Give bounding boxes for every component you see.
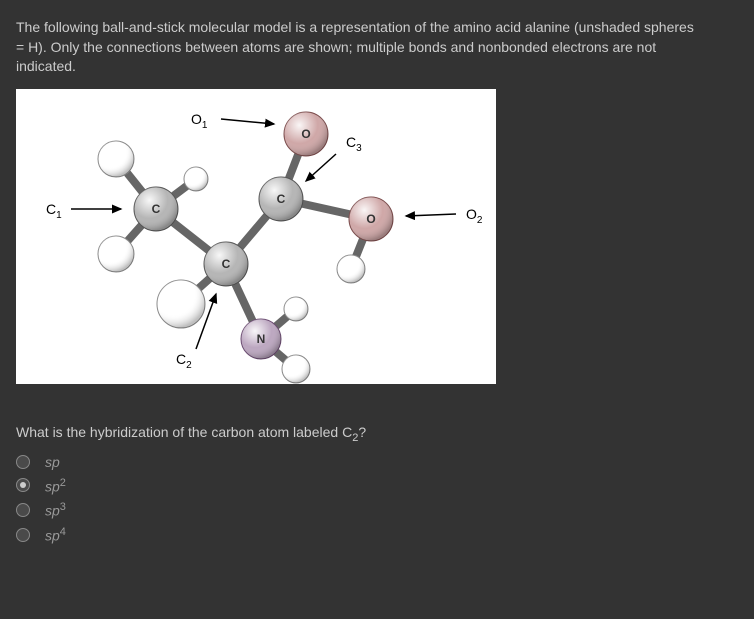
radio-button[interactable] [16, 528, 30, 542]
atom-C2: C [204, 242, 248, 286]
option-label: sp2 [45, 477, 66, 495]
atom-N: N [241, 319, 281, 359]
atom-C1: C [134, 187, 178, 231]
atom-H7 [282, 355, 310, 383]
option-2[interactable]: sp3 [16, 501, 738, 519]
question-suffix: ? [358, 424, 366, 440]
svg-text:N: N [257, 332, 266, 346]
atom-H1 [98, 141, 134, 177]
options-group: sp sp2 sp3 sp4 [16, 454, 738, 544]
radio-button[interactable] [16, 455, 30, 469]
atom-H3 [184, 167, 208, 191]
option-3[interactable]: sp4 [16, 526, 738, 544]
svg-text:O1: O1 [191, 111, 208, 131]
radio-button[interactable] [16, 503, 30, 517]
option-1[interactable]: sp2 [16, 477, 738, 495]
question-prefix: What is the hybridization of the carbon … [16, 424, 352, 440]
svg-text:C: C [222, 257, 231, 271]
atom-H6 [284, 297, 308, 321]
atom-H2 [98, 236, 134, 272]
atom-O2: O [349, 197, 393, 241]
molecule-svg: C C C O O N C1 O1 C3 O2 C2 [16, 89, 496, 384]
question-prompt: The following ball-and-stick molecular m… [16, 18, 696, 77]
option-label: sp4 [45, 526, 66, 544]
atom-H5 [337, 255, 365, 283]
svg-text:O: O [301, 127, 310, 141]
svg-text:C1: C1 [46, 201, 62, 221]
option-label: sp3 [45, 501, 66, 519]
option-0[interactable]: sp [16, 454, 738, 470]
svg-text:C2: C2 [176, 351, 192, 371]
atom-C3: C [259, 177, 303, 221]
svg-text:C: C [277, 192, 286, 206]
svg-text:C: C [152, 202, 161, 216]
option-label: sp [45, 454, 60, 470]
atom-O1: O [284, 112, 328, 156]
svg-text:O2: O2 [466, 206, 483, 226]
question-text: What is the hybridization of the carbon … [16, 424, 738, 444]
atom-H4 [157, 280, 205, 328]
radio-button[interactable] [16, 478, 30, 492]
svg-text:O: O [366, 212, 375, 226]
svg-text:C3: C3 [346, 134, 362, 154]
molecular-figure: C C C O O N C1 O1 C3 O2 C2 [16, 89, 496, 384]
